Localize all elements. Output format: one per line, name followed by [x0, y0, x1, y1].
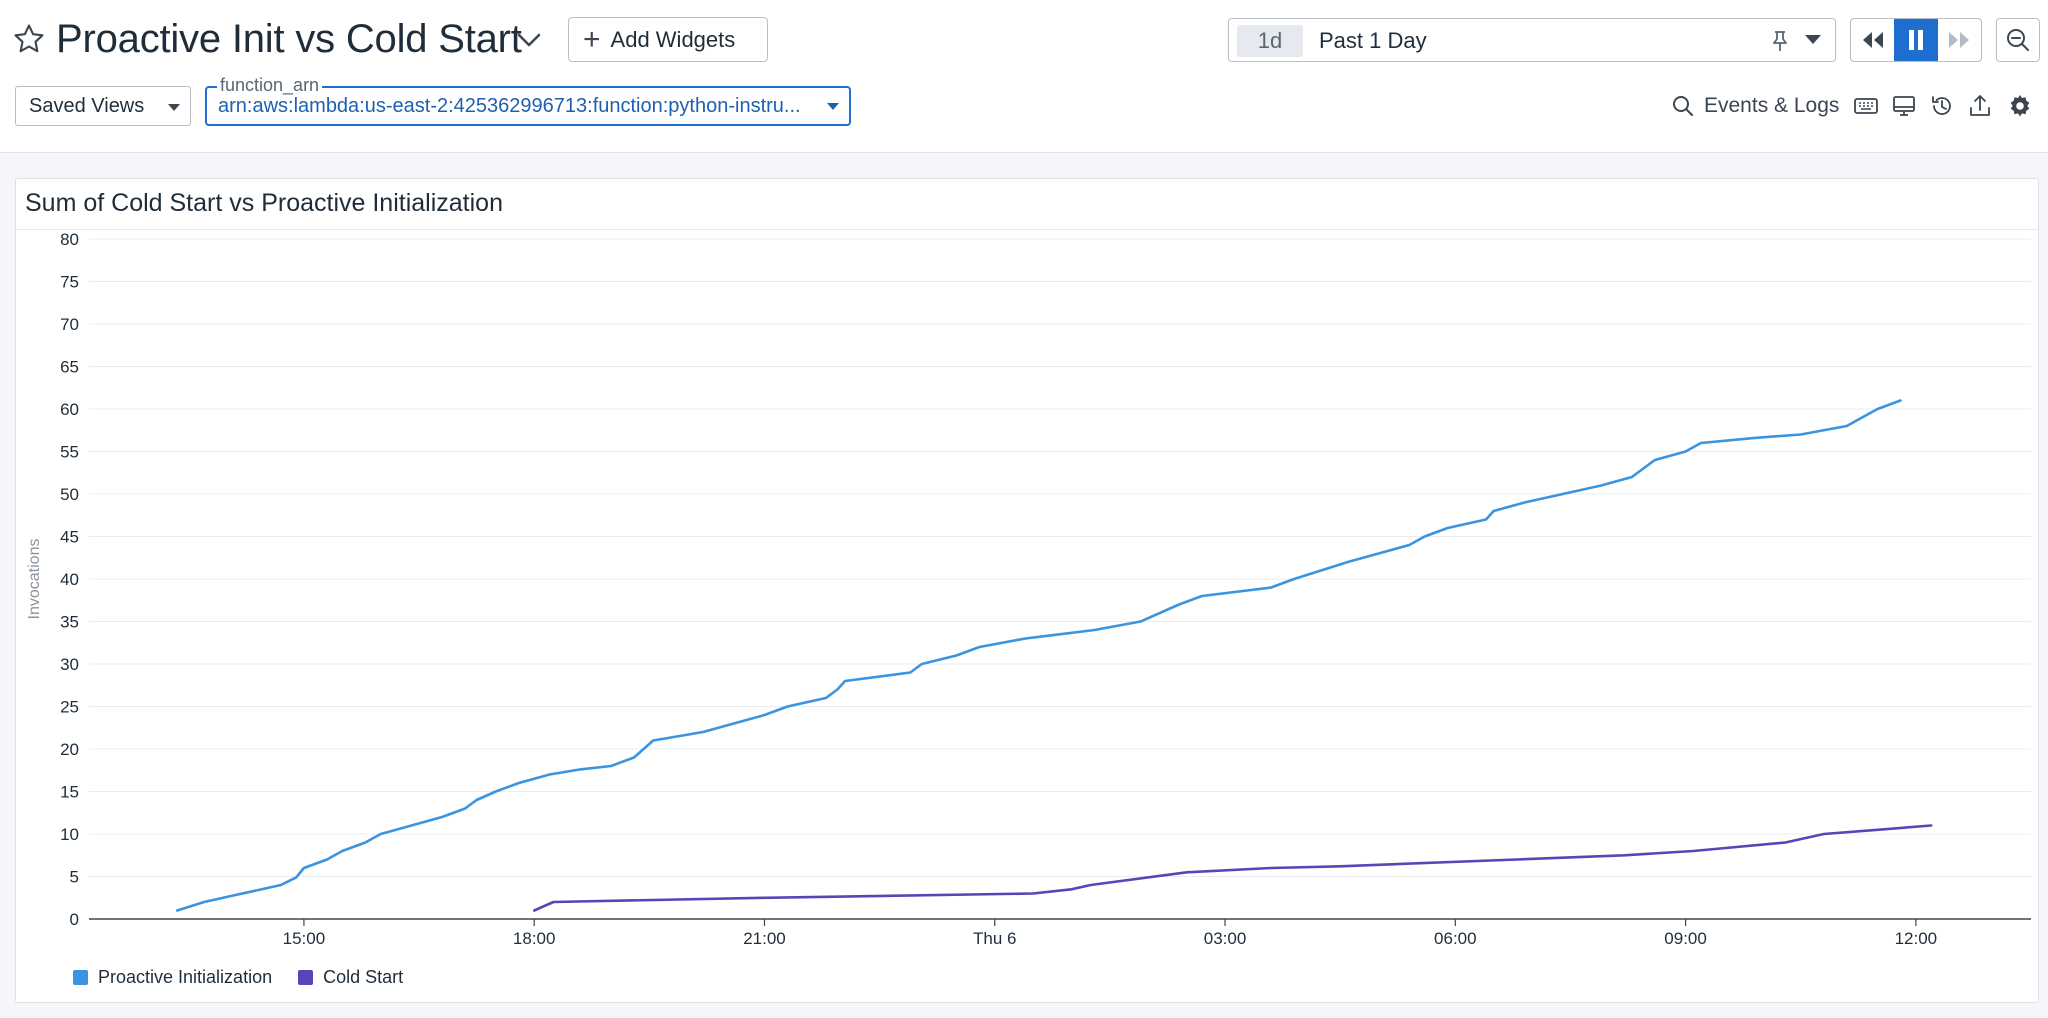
- widget-title: Sum of Cold Start vs Proactive Initializ…: [25, 189, 503, 217]
- widget-divider: [16, 229, 2038, 230]
- page-title: Proactive Init vs Cold Start: [56, 17, 522, 61]
- timeseries-widget: Sum of Cold Start vs Proactive Initializ…: [15, 178, 2039, 1003]
- y-tick-label: 30: [60, 655, 79, 674]
- y-tick-label: 25: [60, 698, 79, 717]
- x-tick-label: 18:00: [513, 929, 556, 948]
- gear-icon[interactable]: [2007, 93, 2033, 119]
- plus-icon: +: [583, 22, 601, 56]
- events-logs-button[interactable]: Events & Logs: [1672, 90, 1839, 122]
- function-arn-variable[interactable]: function_arn arn:aws:lambda:us-east-2:42…: [205, 75, 851, 126]
- star-icon[interactable]: [12, 22, 46, 56]
- add-widgets-button[interactable]: + Add Widgets: [568, 17, 768, 62]
- y-tick-label: 45: [60, 528, 79, 547]
- history-icon[interactable]: [1929, 93, 1955, 119]
- tv-mode-icon[interactable]: [1891, 93, 1917, 119]
- x-tick-label: 03:00: [1204, 929, 1247, 948]
- x-tick-label: 15:00: [283, 929, 326, 948]
- y-tick-label: 15: [60, 783, 79, 802]
- rewind-button[interactable]: [1851, 19, 1894, 61]
- pause-button[interactable]: [1894, 19, 1938, 61]
- y-tick-label: 0: [70, 910, 79, 929]
- y-tick-label: 40: [60, 570, 79, 589]
- saved-views-label: Saved Views: [29, 95, 145, 117]
- saved-views-select[interactable]: Saved Views: [15, 86, 191, 126]
- legend-label: Proactive Initialization: [98, 967, 273, 987]
- add-widgets-label: Add Widgets: [610, 26, 736, 52]
- x-tick-label: 09:00: [1664, 929, 1707, 948]
- x-tick-label: 06:00: [1434, 929, 1477, 948]
- y-tick-label: 5: [70, 868, 79, 887]
- fast-forward-button[interactable]: [1938, 19, 1981, 61]
- legend-item[interactable]: Cold Start: [298, 967, 403, 988]
- line-chart[interactable]: 0 5 10 15 20 25 30 35 40 45 50 55 60 65 70 75 80 15:00 18:…: [16, 230, 2038, 960]
- time-range-label: Past 1 Day: [1319, 28, 1427, 53]
- chart-legend: Proactive Initialization Cold Start: [73, 967, 429, 988]
- time-range-picker[interactable]: 1d Past 1 Day: [1228, 18, 1836, 62]
- legend-label: Cold Start: [323, 967, 404, 987]
- pin-icon[interactable]: [1769, 29, 1791, 53]
- y-tick-label: 55: [60, 443, 79, 462]
- keyboard-icon[interactable]: [1853, 93, 1879, 119]
- caret-down-icon: [168, 104, 180, 111]
- x-tick-label: 12:00: [1895, 929, 1938, 948]
- y-axis-label: Invocations: [26, 539, 43, 620]
- x-tick-label: Thu 6: [973, 929, 1016, 948]
- rewind-icon: [1862, 32, 1883, 48]
- series-line-1: [176, 399, 1902, 912]
- pause-icon: [1908, 30, 1923, 50]
- y-tick-label: 50: [60, 485, 79, 504]
- y-tick-label: 75: [60, 273, 79, 292]
- caret-down-icon[interactable]: [1805, 35, 1821, 44]
- fast-forward-icon: [1949, 32, 1970, 48]
- y-tick-label: 80: [60, 230, 79, 249]
- y-tick-label: 20: [60, 740, 79, 759]
- variable-name: function_arn: [217, 75, 323, 95]
- x-tick-label: 21:00: [743, 929, 786, 948]
- legend-item[interactable]: Proactive Initialization: [73, 967, 272, 988]
- chevron-down-icon[interactable]: [514, 28, 544, 52]
- y-tick-label: 70: [60, 315, 79, 334]
- search-icon: [1673, 96, 1693, 116]
- export-icon[interactable]: [1967, 93, 1993, 119]
- legend-swatch: [298, 970, 314, 985]
- playback-controls: [1850, 18, 1982, 62]
- caret-down-icon: [827, 103, 839, 110]
- zoom-out-button[interactable]: [1996, 18, 2040, 62]
- legend-swatch: [73, 970, 88, 985]
- series-line-2: [532, 824, 1933, 912]
- zoom-out-icon: [2007, 29, 2029, 51]
- y-tick-label: 10: [60, 825, 79, 844]
- variable-value: arn:aws:lambda:us-east-2:425362996713:fu…: [218, 95, 801, 117]
- y-tick-label: 35: [60, 613, 79, 632]
- y-tick-label: 60: [60, 400, 79, 419]
- y-tick-label: 65: [60, 358, 79, 377]
- dashboard-header: Proactive Init vs Cold Start + Add Widge…: [0, 0, 2048, 153]
- events-logs-label: Events & Logs: [1704, 94, 1840, 117]
- time-range-chip: 1d: [1237, 25, 1303, 57]
